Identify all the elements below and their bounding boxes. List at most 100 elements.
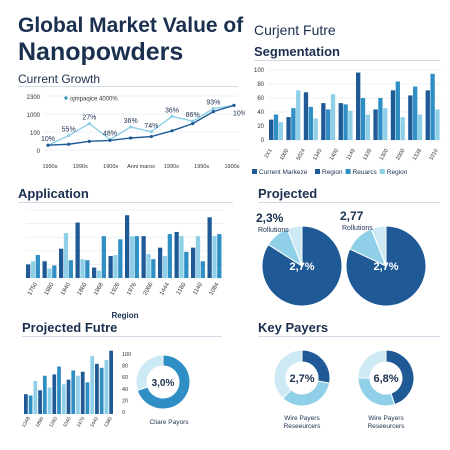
- projected-future-bar: [71, 370, 76, 414]
- segmentation-xtick: 1345: [312, 148, 323, 162]
- growth-xtick: Anni maros: [127, 164, 155, 170]
- projected-rule: [258, 202, 440, 203]
- application-bar: [134, 236, 139, 278]
- growth-annotation: 36%: [165, 107, 179, 114]
- application-bar: [191, 247, 196, 278]
- segmentation-bar: [395, 81, 400, 140]
- projected-future-xtick: 1348: [21, 416, 32, 429]
- segmentation-bar: [413, 86, 418, 140]
- projected-heading: Projected: [258, 186, 318, 201]
- projected-future-donut-slice: [136, 354, 191, 410]
- application-bar: [184, 251, 189, 278]
- segmentation-xtick: 1000: [279, 148, 290, 162]
- growth-annotation: 86%: [186, 112, 200, 119]
- segmentation-ytick: 80: [257, 82, 264, 88]
- application-bar: [158, 247, 163, 278]
- projected-future-bar: [61, 384, 66, 414]
- page-title-line2: Nanopowders: [18, 38, 184, 66]
- growth-point: [191, 122, 195, 126]
- segmentation-chart: 100 80 60 40 20 0 2X1 1000 5024 1345 1400 1149 1339 1…: [252, 68, 442, 176]
- projected-future-chart: 1348 1890 1260 1040 1470 1440 1380 100 80 60 40 20 0…: [21, 350, 191, 429]
- segmentation-bar: [400, 117, 405, 140]
- projected-future-bar: [38, 390, 42, 414]
- application-chart: 1750 1980 1940 1860 1968 1926 1976 2066 1444 1180…: [26, 209, 224, 320]
- application-bar: [108, 256, 113, 278]
- growth-annotation: 27%: [82, 115, 96, 122]
- growth-point: [191, 119, 195, 123]
- application-xtick: 1968: [93, 281, 105, 296]
- segmentation-bar: [286, 117, 291, 140]
- application-bar: [101, 236, 106, 278]
- segmentation-bar: [308, 106, 313, 140]
- projected-future-ytick: 60: [122, 375, 128, 381]
- segmentation-bar: [417, 114, 423, 140]
- segmentation-ytick: 40: [257, 110, 264, 116]
- growth-point: [170, 129, 174, 133]
- growth-point: [170, 114, 174, 118]
- application-bar: [162, 256, 168, 278]
- projected-future-bar: [99, 367, 104, 414]
- projected-future-rule: [22, 336, 222, 337]
- growth-ytick: 0: [37, 149, 41, 155]
- segmentation-xtick: 1338: [412, 148, 423, 162]
- projected-future-bar: [66, 379, 71, 414]
- application-xtick: 1140: [192, 281, 204, 296]
- growth-point: [67, 142, 71, 146]
- application-bar: [217, 234, 222, 278]
- application-bar: [174, 231, 179, 278]
- projected-future-ytick: 80: [122, 364, 128, 370]
- segmentation-bar: [303, 92, 309, 140]
- projected-future-ytick: 40: [122, 387, 128, 393]
- application-bar: [146, 253, 151, 278]
- projected-future-bar: [52, 374, 57, 414]
- application-xtick: 1444: [159, 281, 171, 296]
- segmentation-bar: [378, 98, 383, 140]
- application-bar: [129, 236, 135, 278]
- segmentation-ytick: 20: [257, 124, 264, 130]
- growth-annotation: 74%: [144, 123, 158, 130]
- segmentation-rule: [254, 60, 440, 61]
- key-payers-donut1-slice: [273, 349, 303, 400]
- application-xtick: 1976: [126, 281, 138, 296]
- growth-point: [46, 143, 50, 147]
- application-xtick: 1860: [77, 281, 89, 296]
- projected-future-ytick: 0: [122, 410, 125, 416]
- key-payers-donut1-caption2: Reseeurcers: [284, 423, 322, 430]
- application-bar: [26, 264, 31, 278]
- growth-point: [87, 139, 91, 143]
- projected-future-bar: [28, 395, 33, 414]
- segmentation-xtick: 2X1: [264, 148, 274, 159]
- application-bar: [151, 259, 156, 278]
- key-payers-donut1-caption1: Wire Payers: [284, 415, 320, 422]
- growth-point: [67, 134, 71, 138]
- segmentation-ytick: 0: [261, 138, 265, 144]
- growth-series-line: [47, 104, 235, 146]
- application-bar: [47, 268, 52, 278]
- segmentation-bar: [408, 95, 413, 140]
- growth-annotation: 10%: [41, 136, 55, 143]
- projected-pie2-slice: [370, 225, 387, 267]
- projected-future-donut-center: 3,0%: [152, 378, 175, 389]
- application-bar: [85, 260, 90, 278]
- application-bar: [80, 259, 85, 278]
- key-payers-donut2-caption2: Reseeurcers: [368, 423, 406, 430]
- page-title-line1: Global Market Value of: [18, 14, 244, 37]
- application-xtick: 1980: [44, 281, 56, 296]
- projected-future-bar: [57, 366, 61, 414]
- projected-pie1-sub: Rollutions: [258, 227, 289, 234]
- growth-legend: ojmpaqice 4000%: [70, 97, 118, 103]
- application-bar: [92, 267, 97, 278]
- segmentation-ytick: 60: [257, 96, 264, 102]
- segmentation-bar: [291, 108, 296, 140]
- growth-point: [211, 110, 215, 114]
- segmentation-legend-swatch: [379, 169, 385, 174]
- application-bar: [125, 215, 130, 278]
- segmentation-bar: [373, 109, 378, 140]
- growth-annotation: 93%: [206, 100, 220, 107]
- projected-future-bar: [90, 355, 95, 414]
- application-bar: [52, 265, 57, 278]
- current-growth-rule: [18, 86, 238, 87]
- growth-xtick: 1990s: [43, 164, 58, 170]
- projected-future-bar: [95, 363, 99, 414]
